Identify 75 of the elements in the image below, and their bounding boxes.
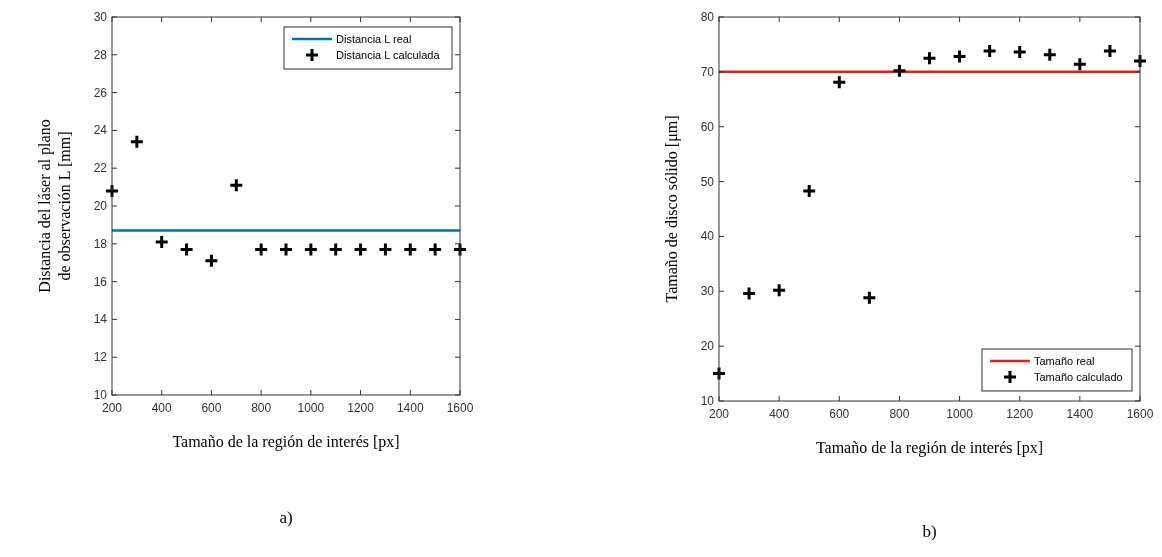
legend-label: Distancia L real [336,33,412,45]
point [377,241,393,257]
point [452,241,468,257]
point [891,63,907,79]
point [179,241,195,257]
point [303,241,319,257]
y-tick-label: 50 [700,174,715,189]
y-axis-title: Tamaño de disco sólido [μm] [663,115,681,303]
text: a) [279,508,293,527]
point [129,134,145,150]
point [353,241,369,257]
x-tick-label: 600 [829,407,850,421]
x-tick-label: 1000 [946,407,974,421]
x-tick-label: 200 [708,407,730,421]
y-tick-label: 18 [93,236,108,251]
x-tick-label: 1400 [396,401,424,415]
point [253,241,269,257]
point [711,366,727,382]
y-tick-label: 60 [700,119,715,134]
point [402,241,418,257]
y-tick-label: 10 [700,394,715,408]
x-tick-label: 1000 [297,401,325,415]
point [831,74,847,90]
y-tick-label: 16 [93,274,108,289]
y-axis-title: Distancia del láser al plano de observación L [mm] [36,119,73,293]
legend-label: Tamaño real [1034,355,1095,367]
y-tick-label: 14 [93,312,108,327]
point [104,183,120,199]
y-tick-label: 70 [700,64,715,79]
x-tick-label: 800 [251,401,272,415]
point [771,282,787,298]
y-tick-label: 30 [93,10,108,24]
point [952,49,968,64]
y-tick-label: 26 [93,85,108,100]
point [427,241,443,257]
y-tick-label: 22 [93,161,108,176]
y-tick-label: 12 [93,350,108,365]
x-tick-label: 1400 [1066,407,1094,421]
legend-label: Distancia L calculada [336,49,441,61]
point [801,183,817,199]
x-tick-label: 800 [889,407,910,421]
point [154,234,170,250]
x-tick-label: 1200 [1006,407,1034,421]
point [228,177,244,193]
point [1072,56,1088,72]
point [861,290,877,306]
x-tick-label: 600 [201,401,222,415]
x-axis-title: Tamaño de la región de interés [px] [172,433,400,451]
x-tick-label: 200 [101,401,123,415]
x-tick-label: 1600 [1126,407,1154,421]
x-tick-label: 400 [151,401,173,415]
text: b) [922,522,937,541]
point [741,285,757,301]
point [922,50,937,66]
legend-label: Tamaño calculado [1034,371,1123,383]
x-tick-label: 1600 [446,401,474,415]
y-tick-label: 40 [700,229,715,244]
y-tick-label: 20 [700,339,715,354]
x-tick-label: 400 [769,407,790,421]
point [203,253,219,269]
y-tick-label: 24 [93,123,108,138]
point [1012,44,1028,60]
point [982,43,998,59]
y-tick-label: 20 [93,199,108,213]
x-axis-title: Tamaño de la región de interés [px] [815,439,1044,457]
y-tick-label: 10 [93,388,108,402]
point [278,241,294,257]
point [1132,53,1148,69]
y-tick-label: 80 [700,10,715,24]
point [328,241,344,257]
point [1042,47,1058,63]
point [1102,43,1118,59]
x-tick-label: 1200 [347,401,375,415]
y-tick-label: 28 [93,47,108,62]
y-tick-label: 30 [700,284,715,299]
